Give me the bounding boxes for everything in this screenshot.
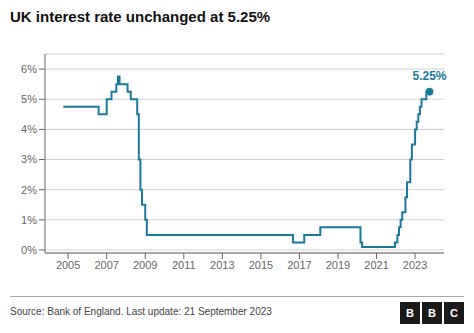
- html-text:C: C: [450, 307, 458, 319]
- svg-text:2%: 2%: [21, 184, 37, 196]
- svg-text:2009: 2009: [133, 259, 157, 271]
- svg-text:2015: 2015: [249, 259, 273, 271]
- svg-text:4%: 4%: [21, 123, 37, 135]
- svg-text:2007: 2007: [94, 259, 118, 271]
- html-text:B: B: [406, 307, 414, 319]
- svg-text:2017: 2017: [287, 259, 311, 271]
- svg-text:3%: 3%: [21, 153, 37, 165]
- svg-text:2011: 2011: [172, 259, 196, 271]
- html-text:UK interest rate unchanged at: UK interest rate unchanged at 5.25%: [10, 8, 271, 25]
- svg-text:2019: 2019: [326, 259, 350, 271]
- svg-text:5%: 5%: [21, 93, 37, 105]
- svg-text:2023: 2023: [403, 259, 427, 271]
- svg-text:0%: 0%: [21, 244, 37, 256]
- html-text:Source: Bank of England. Last: Source: Bank of England. Last update: 21…: [10, 306, 272, 317]
- svg-text:1%: 1%: [21, 214, 37, 226]
- svg-text:2021: 2021: [364, 259, 388, 271]
- svg-text:2005: 2005: [56, 259, 80, 271]
- html-text:B: B: [428, 307, 436, 319]
- svg-text:5.25%: 5.25%: [413, 69, 447, 83]
- svg-text:6%: 6%: [21, 63, 37, 75]
- svg-text:2013: 2013: [210, 259, 234, 271]
